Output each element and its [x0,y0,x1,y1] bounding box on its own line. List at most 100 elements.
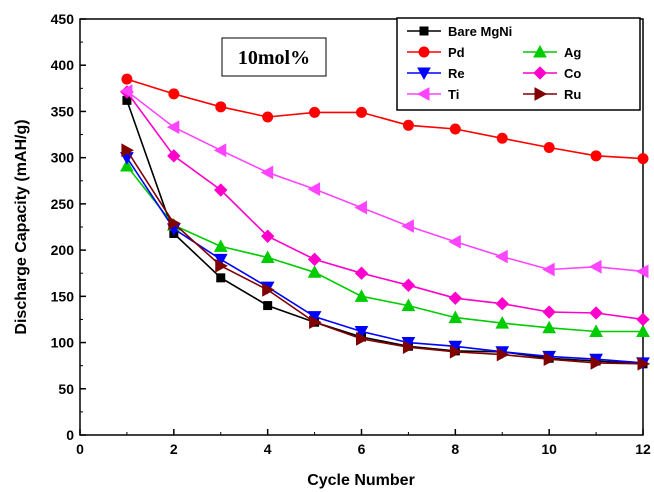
legend-marker-pd [418,46,430,58]
annotation: 10mol% [221,37,327,77]
data-point-ag [213,239,228,252]
x-tick-label: 2 [170,441,178,457]
data-point-co [448,291,463,305]
data-point-ru [402,340,416,355]
axes: 0 2 4 6 8 10 12 0 50 100 150 200 250 300 350 400 450 [51,11,651,457]
series-ti [119,84,649,279]
data-point-ru [449,344,463,359]
series-bare-mgni [122,95,648,369]
annotation-label: 10mol% [238,47,310,69]
data-point-ti [495,249,508,264]
data-point-ti [307,182,321,196]
x-tick-label: 12 [635,441,651,457]
series-line-co [126,91,644,321]
data-point-ti [542,262,555,277]
legend-entry-ag: Ag [523,44,581,60]
data-point-pd [215,101,227,113]
x-axis-title: Cycle Number [307,472,415,489]
legend-entry-ru: Ru [523,87,581,102]
data-point-ru [262,283,275,297]
data-point-ru [356,332,369,346]
data-point-ag [495,316,510,329]
data-point-pd [496,132,508,144]
data-point-pd [590,150,602,162]
data-point-pd [262,111,274,123]
data-point-ag [354,289,369,302]
legend-marker-ag [533,44,547,58]
data-point-bare-mgni [216,273,226,283]
data-point-ti [354,200,367,215]
data-point-pd [449,123,461,135]
legend-entry-ti: Ti [407,87,459,102]
legend: Bare MgNi Pd Ag Re Co Ti Ru [396,17,641,111]
legend-marker-ti [416,87,430,101]
legend-label-pd: Pd [448,45,465,60]
legend-marker-re [417,67,431,81]
data-point-co [354,266,369,280]
y-tick-label: 450 [51,11,75,27]
data-point-co [214,183,228,197]
legend-label-re: Re [448,66,465,81]
x-tick-label: 6 [358,441,366,457]
y-tick-label: 50 [58,381,74,397]
data-point-pd [543,141,555,153]
series-ag [120,158,650,337]
series-layer [119,73,651,371]
y-tick-label: 300 [51,150,75,166]
y-axis-title: Discharge Capacity (mAH/g) [13,119,30,334]
series-ru [121,143,651,371]
data-point-ru [543,352,557,367]
data-point-ru [168,216,181,231]
data-point-ti [166,120,180,135]
data-point-re [354,325,369,339]
data-point-pd [402,119,414,131]
x-tick-label: 8 [451,441,459,457]
y-tick-label: 350 [51,103,75,119]
data-point-ti [260,165,274,180]
series-line-ti [126,90,644,273]
legend-entry-bare-mgni: Bare MgNi [407,24,512,39]
series-co [120,85,650,327]
series-re [120,152,650,370]
legend-label-ru: Ru [564,87,581,102]
data-point-ag [307,265,322,278]
x-tick-label: 0 [76,441,84,457]
data-point-co [167,149,181,163]
x-tick-label: 4 [264,441,272,457]
data-point-ti [635,264,649,279]
data-point-ag [401,298,416,312]
series-line-bare-mgni [126,100,644,365]
data-point-bare-mgni [263,301,273,311]
annotation-box [221,37,327,77]
data-point-pd [637,153,649,165]
legend-marker-bare-mgni [419,26,429,36]
legend-marker-co [533,66,547,80]
y-tick-label: 200 [51,242,75,258]
legend-marker-ru [534,87,548,101]
data-point-ru [309,315,322,330]
data-point-ti [589,259,602,274]
y-tick-label: 150 [51,288,75,304]
legend-entry-co: Co [523,66,581,81]
data-point-co [260,229,275,243]
data-point-ti [119,84,133,98]
data-point-co [401,278,416,292]
data-point-ru [496,347,510,362]
data-point-co [495,297,509,311]
series-line-ag [126,165,643,333]
data-point-ru [637,356,651,371]
data-point-pd [168,88,180,100]
data-point-ag [542,320,557,334]
data-point-ti [401,219,414,233]
data-point-co [542,305,556,319]
data-point-pd [356,106,367,118]
legend-entry-pd: Pd [407,45,465,60]
data-point-ag [448,310,463,324]
legend-label-bare-mgni: Bare MgNi [448,24,512,39]
y-tick-label: 0 [66,427,74,443]
data-point-ti [448,234,461,249]
data-point-ag [260,250,275,264]
data-point-ru [215,258,228,273]
data-point-ru [590,356,604,370]
